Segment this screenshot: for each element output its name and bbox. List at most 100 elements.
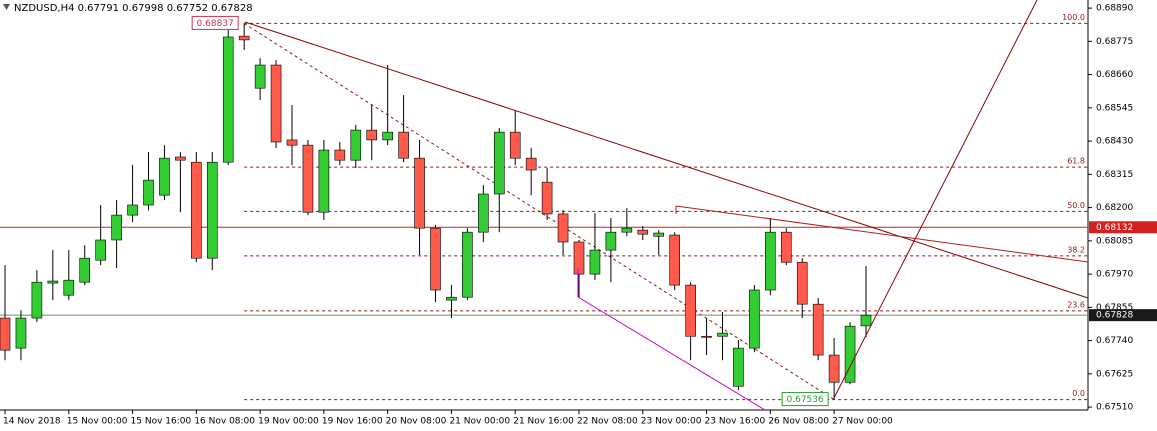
candle-body (63, 279, 75, 296)
candle-body (653, 232, 665, 237)
candle-body (79, 257, 91, 283)
candle-body (95, 239, 106, 261)
candle-body (589, 249, 601, 275)
candle-body (270, 64, 282, 143)
price-line-box (1089, 221, 1157, 234)
candle-body (111, 214, 122, 241)
candle-body (350, 129, 362, 161)
candle-body (844, 325, 856, 383)
candle-body (541, 181, 553, 215)
candle-body (15, 317, 27, 349)
y-tick-label: 0.67970 (1096, 270, 1133, 280)
candle-body (605, 231, 617, 251)
candle-body (0, 317, 11, 351)
current-price-box (1089, 309, 1157, 322)
candle-body (302, 144, 314, 213)
trendline (244, 21, 1089, 299)
y-tick-label: 0.68430 (1096, 137, 1133, 147)
x-tick-label: 23 Nov 00:00 (641, 417, 702, 427)
candle-body (318, 149, 330, 213)
candle-body (222, 36, 234, 163)
x-tick-label: 20 Nov 08:00 (386, 417, 447, 427)
price-line-label: 0.68132 (1096, 223, 1133, 233)
y-tick-label: 0.68890 (1096, 4, 1133, 14)
x-tick-label: 19 Nov 00:00 (258, 417, 319, 427)
y-tick-label: 0.68200 (1096, 203, 1133, 213)
fib-level-label: 23.6 (1067, 300, 1085, 309)
candle-body (717, 332, 728, 337)
x-tick-label: 16 Nov 08:00 (194, 417, 255, 427)
candle-body (701, 335, 712, 338)
y-tick-label: 0.67625 (1096, 369, 1133, 379)
fib-high-label: 0.68837 (197, 19, 234, 29)
title-icon (3, 4, 10, 10)
candle-body (765, 231, 776, 291)
fib-level-label: 50.0 (1067, 201, 1085, 210)
candle-body (557, 213, 569, 243)
candle-body (685, 284, 696, 337)
x-tick-label: 21 Nov 00:00 (449, 417, 510, 427)
candle-body (414, 157, 425, 229)
candle-body (47, 280, 59, 284)
y-tick-label: 0.68085 (1096, 236, 1133, 246)
candle-body (238, 35, 250, 41)
candle-body (191, 161, 202, 259)
candle-body (446, 296, 457, 301)
y-tick-label: 0.67510 (1096, 403, 1133, 413)
candle-body (382, 131, 393, 141)
candle-body (828, 354, 840, 383)
candle-body (573, 241, 585, 275)
candle-body (749, 289, 760, 349)
x-tick-label: 26 Nov 08:00 (768, 417, 829, 427)
fib-high-box (191, 15, 239, 30)
fib-level-label: 61.8 (1067, 157, 1085, 166)
fib-level-label: 100.0 (1062, 13, 1085, 22)
candle-body (206, 161, 218, 259)
candle-body (127, 204, 138, 216)
candle-body (637, 229, 649, 235)
candle-body (175, 156, 186, 161)
candle-body (430, 227, 441, 291)
candle-body (143, 179, 154, 206)
x-tick-label: 19 Nov 16:00 (322, 417, 383, 427)
candle-body (334, 149, 346, 161)
x-tick-label: 27 Nov 00:00 (832, 417, 893, 427)
fib-level-label: 0.0 (1072, 389, 1085, 398)
x-tick-label: 23 Nov 16:00 (705, 417, 766, 427)
y-tick-label: 0.68660 (1096, 70, 1133, 80)
fib-low-label: 0.67536 (787, 395, 824, 405)
trendline (833, 0, 1038, 399)
x-tick-label: 22 Nov 08:00 (577, 417, 638, 427)
candle-body (398, 131, 409, 159)
candle-body (812, 303, 824, 356)
trendline (675, 205, 1089, 263)
trendline (577, 296, 766, 411)
x-tick-label: 21 Nov 16:00 (513, 417, 574, 427)
candle-body (31, 281, 43, 319)
fib-level-label: 38.2 (1067, 245, 1085, 254)
y-tick-label: 0.68775 (1096, 37, 1133, 47)
y-tick-label: 0.68315 (1096, 170, 1133, 180)
candle-body (493, 131, 505, 195)
candle-body (780, 231, 792, 263)
candle-body (621, 227, 633, 233)
y-tick-label: 0.68545 (1096, 103, 1133, 113)
candle-body (286, 139, 298, 146)
candle-body (733, 347, 744, 387)
candle-body (478, 193, 489, 233)
chart-title: NZDUSD,H4 0.67791 0.67998 0.67752 0.6782… (14, 3, 253, 14)
fib-low-box (781, 392, 829, 407)
candle-body (509, 131, 521, 159)
candle-body (366, 129, 378, 141)
candle-body (159, 157, 170, 196)
candle-body (860, 314, 872, 327)
trendlines (244, 0, 1089, 411)
candle-body (796, 261, 808, 305)
y-tick-label: 0.67740 (1096, 336, 1133, 346)
candle-body (669, 234, 680, 286)
candle-body (462, 231, 473, 298)
y-tick-label: 0.67855 (1096, 303, 1133, 313)
candle-body (525, 157, 537, 171)
